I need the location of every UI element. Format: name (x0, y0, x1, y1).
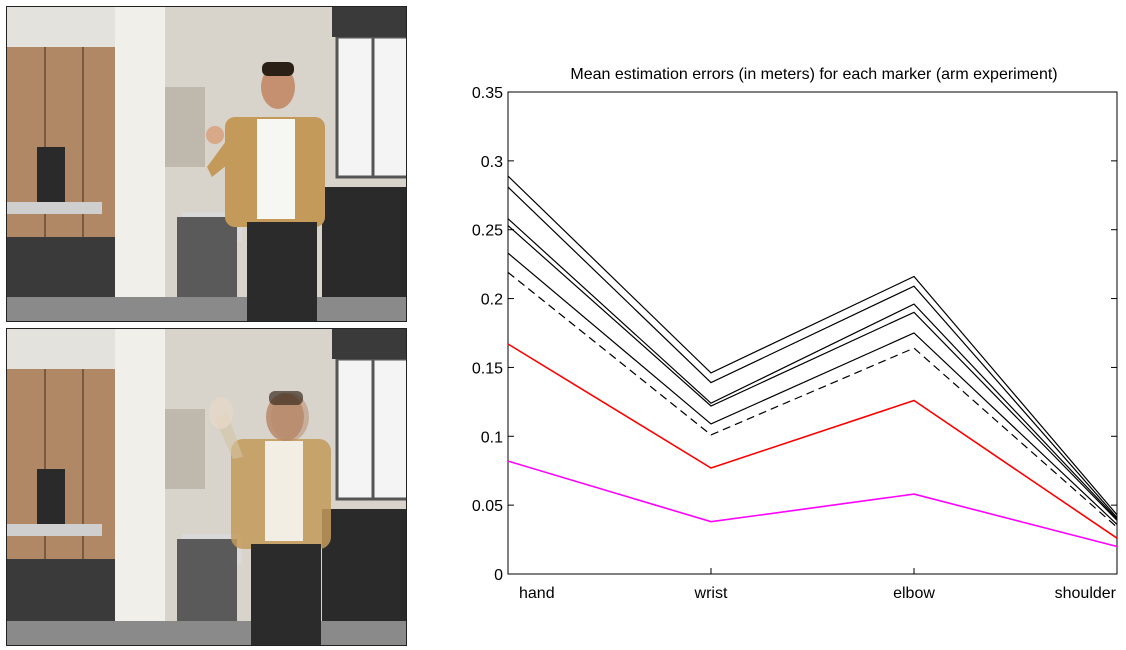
x-tick-label-shoulder: shoulder (1055, 585, 1117, 602)
photo-arm-moving-image (7, 329, 406, 645)
series-lines (507, 175, 1118, 548)
y-axis: 0 0.05 0.1 0.15 0.2 0.25 0.3 0.35 (472, 85, 1117, 584)
plot-area-frame (507, 91, 1118, 575)
x-tick-label-wrist: wrist (694, 585, 728, 602)
photo-arm-raised (6, 6, 407, 322)
x-axis: hand wrist elbow shoulder (507, 568, 1118, 602)
y-tick-label: 0.3 (481, 154, 503, 171)
photo-arm-moving (6, 328, 407, 646)
series-line-8 (507, 460, 1118, 548)
series-line-4 (507, 225, 1118, 521)
y-tick-label: 0.2 (481, 292, 503, 309)
photo-arm-raised-image (7, 7, 406, 321)
series-line-3 (507, 218, 1118, 520)
series-line-5 (507, 252, 1118, 525)
y-tick-label: 0 (494, 567, 503, 584)
y-tick-label: 0.35 (472, 85, 503, 102)
x-tick-label-elbow: elbow (893, 585, 935, 602)
series-line-7 (507, 343, 1118, 539)
x-tick-label-hand: hand (519, 585, 555, 602)
y-tick-label: 0.15 (472, 360, 503, 377)
y-tick-label: 0.05 (472, 498, 503, 515)
series-line-2 (507, 186, 1118, 518)
error-line-chart: Mean estimation errors (in meters) for e… (472, 66, 1118, 602)
series-line-1 (507, 175, 1118, 516)
y-tick-label: 0.1 (481, 429, 503, 446)
series-line-6 (507, 271, 1118, 528)
y-tick-label: 0.25 (472, 223, 503, 240)
chart-title: Mean estimation errors (in meters) for e… (570, 66, 1057, 83)
